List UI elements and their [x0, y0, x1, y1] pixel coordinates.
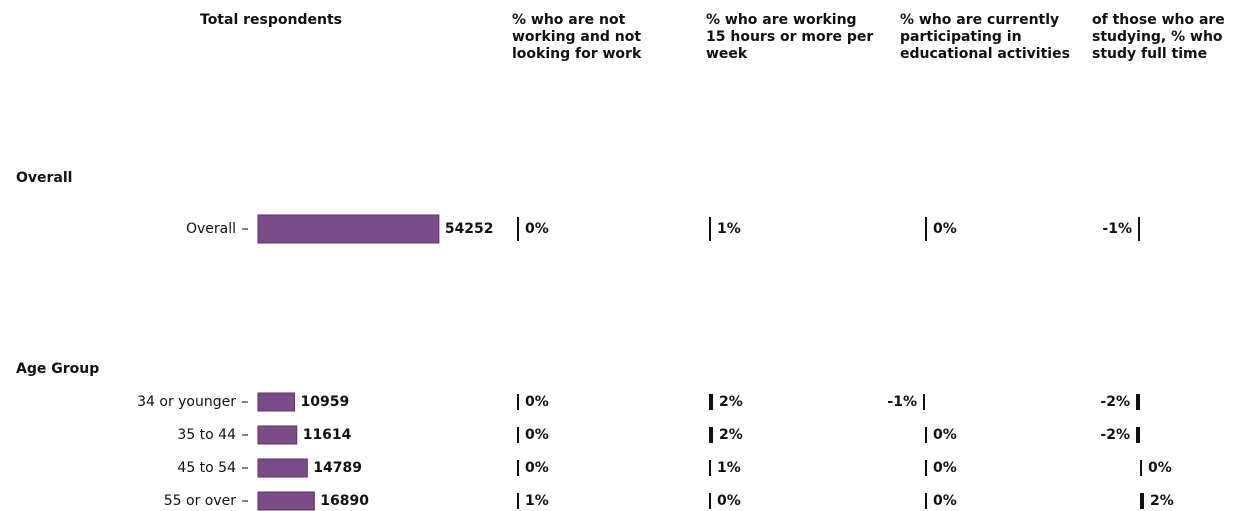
value-label: 1%: [525, 493, 549, 509]
bar: [709, 217, 711, 241]
bar: [257, 425, 298, 445]
value-label: 0%: [525, 460, 549, 476]
value-label: 1%: [717, 460, 741, 476]
value-label: 0%: [933, 427, 957, 443]
value-label: 1%: [717, 221, 741, 237]
group-label: Age Group: [16, 361, 99, 377]
value-label: 14789: [313, 460, 362, 476]
value-label: 0%: [525, 427, 549, 443]
bar: [925, 427, 927, 443]
value-label: 0%: [717, 493, 741, 509]
value-label: 0%: [1148, 460, 1172, 476]
bar: [709, 460, 711, 476]
bar: [517, 217, 519, 241]
column-header: of those who are studying, % who study f…: [1092, 12, 1225, 62]
bar: [709, 493, 711, 509]
value-label: -1%: [1102, 221, 1132, 237]
bar: [925, 493, 927, 509]
row-label: 45 to 54: [177, 460, 236, 476]
value-label: 0%: [525, 221, 549, 237]
bar: [1136, 394, 1140, 410]
value-label: -2%: [1100, 394, 1130, 410]
row-label: 55 or over: [164, 493, 237, 509]
bar: [709, 394, 713, 410]
bar: [925, 217, 927, 241]
group-label: Overall: [16, 170, 72, 186]
row-label: 34 or younger: [137, 394, 236, 410]
value-label: 0%: [525, 394, 549, 410]
value-label: 2%: [1150, 493, 1174, 509]
row-label: 35 to 44: [177, 427, 236, 443]
row-label: Overall: [186, 221, 236, 237]
value-label: 0%: [933, 460, 957, 476]
column-header: % who are not working and not looking fo…: [512, 12, 642, 62]
column-header: % who are currently participating in edu…: [900, 12, 1070, 62]
bar: [257, 392, 296, 412]
value-label: 54252: [445, 221, 494, 237]
bar: [1140, 493, 1144, 509]
bar: [517, 460, 519, 476]
bar: [1136, 427, 1140, 443]
bar: [925, 460, 927, 476]
value-label: 0%: [933, 493, 957, 509]
bar: [257, 491, 315, 511]
value-label: 0%: [933, 221, 957, 237]
value-label: 11614: [303, 427, 352, 443]
bar: [1140, 460, 1142, 476]
column-header: Total respondents: [200, 12, 342, 28]
bar: [257, 214, 440, 244]
value-label: 2%: [719, 394, 743, 410]
column-header: % who are working 15 hours or more per w…: [706, 12, 874, 62]
bar: [709, 427, 713, 443]
bar: [517, 493, 519, 509]
value-label: 2%: [719, 427, 743, 443]
bar: [1138, 217, 1140, 241]
bar: [517, 394, 519, 410]
bar: [923, 394, 925, 410]
value-label: 16890: [320, 493, 369, 509]
value-label: 10959: [301, 394, 350, 410]
value-label: -2%: [1100, 427, 1130, 443]
bar: [257, 458, 308, 478]
value-label: -1%: [887, 394, 917, 410]
bar: [517, 427, 519, 443]
